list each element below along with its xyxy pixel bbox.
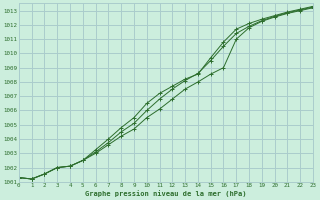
X-axis label: Graphe pression niveau de la mer (hPa): Graphe pression niveau de la mer (hPa) [85, 190, 247, 197]
